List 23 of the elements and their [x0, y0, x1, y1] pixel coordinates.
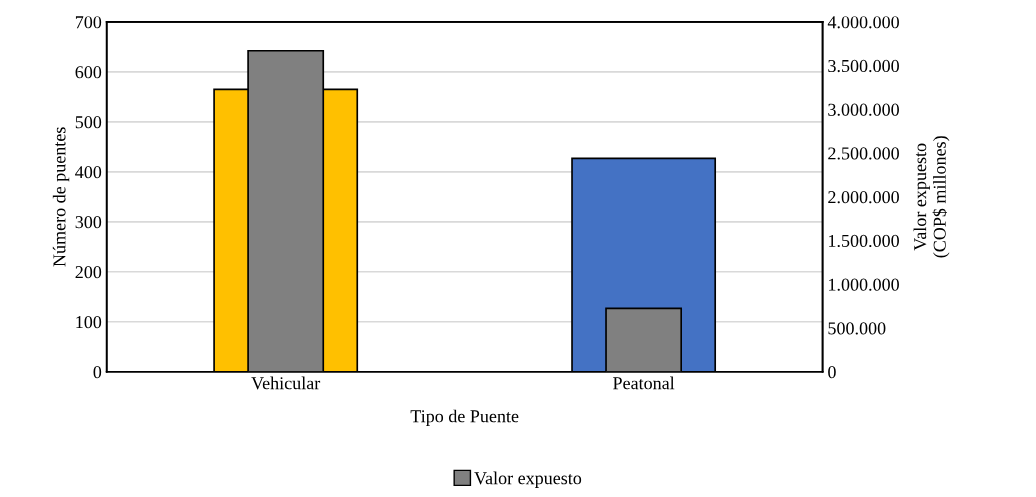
legend-label: Valor expuesto [474, 471, 582, 488]
y-tick-label: 0 [93, 366, 102, 379]
x-axis-title: Tipo de Puente [410, 409, 519, 427]
y2-tick-label: 1.500.000 [829, 234, 899, 248]
y-tick-label: 200 [75, 266, 102, 279]
y2-tick-label: 0 [828, 366, 836, 379]
y-tick-label: 300 [75, 216, 102, 229]
y-tick-label: 600 [75, 66, 102, 79]
y-tick-label: 500 [75, 116, 102, 129]
y-tick-label: 400 [75, 166, 102, 179]
y2-tick-label: 4.000.000 [827, 16, 899, 29]
y2-tick-label: 1.000.000 [829, 278, 899, 291]
y2-tick-label: 3.000.000 [828, 103, 899, 116]
y2-tick-label: 2.500.000 [828, 147, 899, 160]
x-tick-label: Peatonal [613, 376, 675, 390]
x-tick-label: Vehicular [251, 376, 321, 390]
y2-tick-label: 3.500.000 [828, 59, 899, 73]
y-axis-title: Número de puentes [52, 127, 70, 267]
y-tick-label: 700 [75, 16, 102, 29]
y2-axis-title: Valor expuesto (COP$ millones) [913, 136, 950, 258]
y2-tick-label: 2.000.000 [828, 191, 899, 204]
y2-tick-label: 500.000 [828, 322, 886, 335]
y-tick-label: 100 [76, 316, 102, 329]
